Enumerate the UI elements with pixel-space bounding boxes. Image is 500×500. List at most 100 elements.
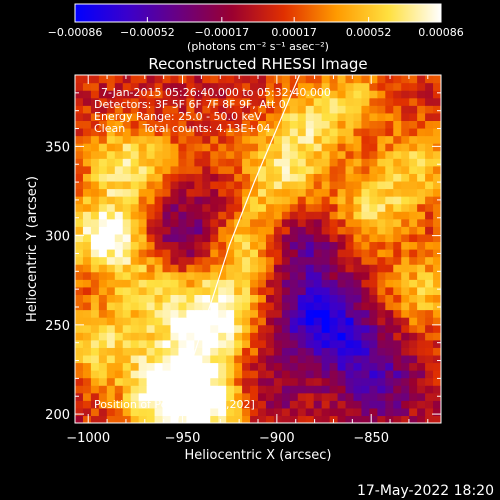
heatmap-cell <box>321 354 331 364</box>
heatmap-cell <box>401 279 410 288</box>
heatmap-cell <box>154 332 164 341</box>
heatmap-cell <box>162 385 172 394</box>
heatmap-cell <box>130 339 140 348</box>
heatmap-cell <box>226 249 235 258</box>
heatmap-cell <box>170 143 180 152</box>
heatmap-cell <box>433 309 441 318</box>
heatmap-cell <box>385 150 394 159</box>
heatmap-cell <box>82 271 92 280</box>
heatmap-cell <box>154 82 164 91</box>
heatmap-cell <box>313 226 323 235</box>
heatmap-cell <box>409 97 418 106</box>
heatmap-cell <box>90 256 100 265</box>
heatmap-cell <box>265 143 275 152</box>
heatmap-cell <box>345 180 355 190</box>
heatmap-cell <box>114 286 124 295</box>
heatmap-cell <box>433 120 441 129</box>
heatmap-cell <box>385 271 394 280</box>
heatmap-cell <box>138 226 148 235</box>
heatmap-cell <box>162 362 172 371</box>
heatmap-cell <box>281 173 291 182</box>
heatmap-cell <box>226 180 235 190</box>
heatmap-cell <box>106 75 116 84</box>
heatmap-cell <box>146 97 156 106</box>
heatmap-cell <box>345 196 355 205</box>
heatmap-cell <box>409 82 418 91</box>
heatmap-cell <box>289 407 299 417</box>
heatmap-cell <box>345 241 355 250</box>
heatmap-cell <box>146 264 156 273</box>
heatmap-cell <box>393 203 402 212</box>
heatmap-cell <box>122 385 132 394</box>
heatmap-cell <box>210 317 219 326</box>
heatmap-cell <box>226 218 235 227</box>
heatmap-cell <box>170 188 180 197</box>
heatmap-cell <box>98 188 108 197</box>
heatmap-cell <box>329 203 339 212</box>
heatmap-cell <box>385 203 394 212</box>
heatmap-cell <box>305 120 315 129</box>
heatmap-cell <box>369 286 378 295</box>
heatmap-cell <box>210 385 219 394</box>
heatmap-cell <box>377 256 386 265</box>
heatmap-cell <box>218 309 227 318</box>
heatmap-cell <box>154 377 164 386</box>
heatmap-cell <box>369 105 378 114</box>
heatmap-cell <box>321 294 331 303</box>
heatmap-cell <box>265 97 275 106</box>
heatmap-cell <box>75 188 84 197</box>
heatmap-cell <box>265 362 275 371</box>
heatmap-cell <box>106 196 116 205</box>
heatmap-cell <box>385 339 394 348</box>
heatmap-cell <box>321 264 331 273</box>
heatmap-cell <box>433 332 441 341</box>
heatmap-cell <box>202 339 211 348</box>
heatmap-cell <box>353 370 363 379</box>
heatmap-cell <box>186 143 195 152</box>
heatmap-cell <box>425 362 434 371</box>
heatmap-cell <box>401 112 410 121</box>
heatmap-cell <box>218 135 227 144</box>
heatmap-cell <box>313 150 323 159</box>
heatmap-cell <box>289 392 299 401</box>
heatmap-cell <box>98 180 108 190</box>
heatmap-cell <box>114 203 124 212</box>
heatmap-cell <box>82 173 92 182</box>
heatmap-cell <box>273 97 283 106</box>
heatmap-cell <box>242 407 251 417</box>
heatmap-cell <box>401 241 410 250</box>
heatmap-cell <box>75 82 84 91</box>
heatmap-cell <box>377 317 386 326</box>
heatmap-cell <box>194 218 203 227</box>
heatmap-cell <box>321 415 331 423</box>
heatmap-cell <box>242 286 251 295</box>
heatmap-cell <box>138 173 148 182</box>
heatmap-cell <box>162 150 172 159</box>
heatmap-cell <box>409 294 418 303</box>
heatmap-cell <box>433 158 441 167</box>
heatmap-cell <box>353 256 363 265</box>
heatmap-cell <box>90 211 100 220</box>
heatmap-cell <box>305 392 315 401</box>
heatmap-cell <box>218 385 227 394</box>
heatmap-cell <box>433 294 441 303</box>
heatmap-cell <box>146 332 156 341</box>
heatmap-cell <box>401 271 410 280</box>
heatmap-cell <box>321 271 331 280</box>
heatmap-cell <box>258 294 267 303</box>
heatmap-cell <box>401 165 410 174</box>
heatmap-cell <box>210 271 219 280</box>
heatmap-cell <box>433 241 441 250</box>
heatmap-cell <box>122 165 132 174</box>
heatmap-cell <box>281 150 291 159</box>
heatmap-cell <box>305 407 315 417</box>
heatmap-cell <box>75 309 84 318</box>
heatmap-cell <box>425 407 434 417</box>
heatmap-cell <box>361 249 370 258</box>
heatmap-cell <box>234 165 243 174</box>
heatmap-cell <box>377 90 386 99</box>
heatmap-cell <box>75 415 84 423</box>
heatmap-cell <box>130 180 140 190</box>
heatmap-cell <box>369 196 378 205</box>
